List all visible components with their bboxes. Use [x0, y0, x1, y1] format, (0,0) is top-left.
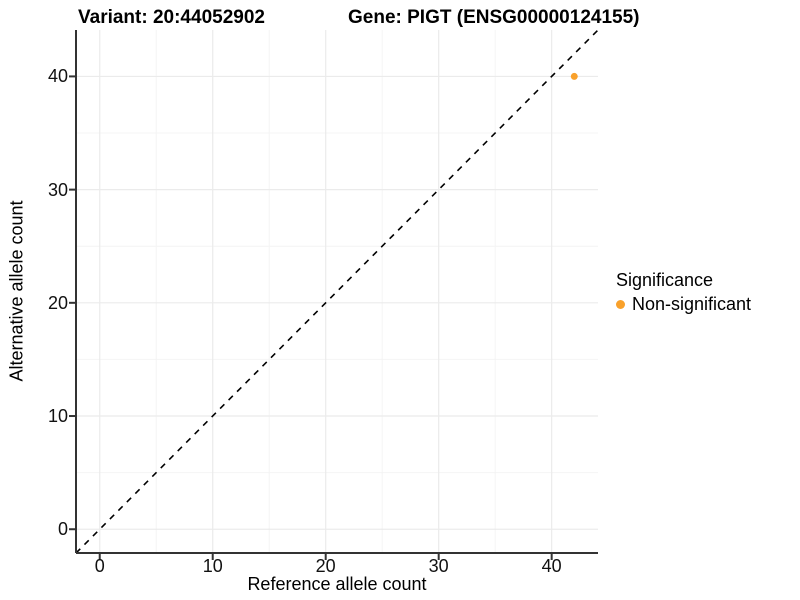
y-tick-label: 10 — [47, 406, 68, 427]
y-tick-label: 30 — [47, 179, 68, 200]
legend-title: Significance — [616, 270, 714, 290]
variant-title: Variant: 20:44052902 — [78, 7, 265, 28]
y-tick-label: 40 — [47, 66, 68, 87]
legend: Significance Non-significant — [616, 270, 751, 315]
identity-dashed-line — [75, 29, 599, 554]
legend-entry: Non-significant — [616, 294, 751, 315]
data-point — [570, 72, 578, 80]
y-tick-label: 0 — [57, 519, 68, 540]
x-tick-label: 10 — [202, 556, 223, 576]
x-tick-label: 20 — [315, 556, 336, 576]
legend-entry-label: Non-significant — [632, 294, 752, 314]
y-axis-title: Alternative allele count — [6, 200, 27, 382]
x-tick-label: 0 — [94, 556, 105, 576]
gene-title: Gene: PIGT (ENSG00000124155) — [348, 7, 640, 28]
x-tick-label: 30 — [428, 556, 449, 576]
x-axis-title: Reference allele count — [247, 574, 427, 594]
y-tick-label: 20 — [47, 292, 68, 313]
legend-point-swatch — [616, 300, 625, 309]
x-tick-label: 40 — [541, 556, 562, 576]
